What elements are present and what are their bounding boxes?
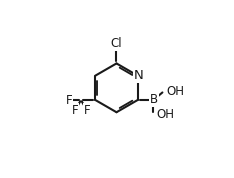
Text: OH: OH [166,85,184,98]
Text: B: B [150,93,158,106]
Text: F: F [84,104,90,117]
Text: Cl: Cl [111,37,122,50]
Text: F: F [66,93,72,106]
Text: N: N [134,69,143,82]
Text: F: F [72,104,78,117]
Text: OH: OH [156,108,174,121]
